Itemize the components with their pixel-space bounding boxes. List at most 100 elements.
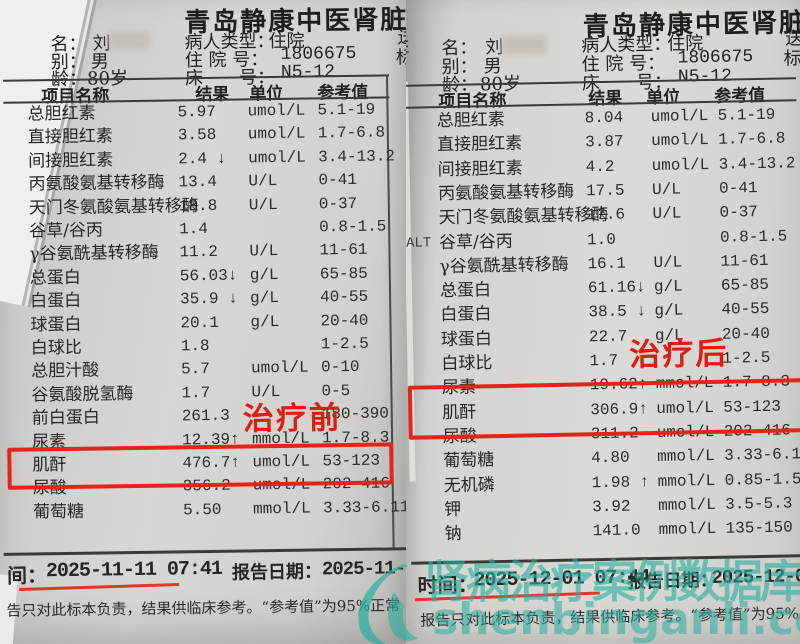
cell-result: 56.03↓ [179,266,238,286]
cell-name: 钠 [444,523,462,545]
sample-time-value: 2025-12-01 07:44 [473,566,650,593]
cell-unit: U/L [248,172,278,191]
cell-unit: umol/L [247,101,306,121]
cell-ref: 0.8-1.5 [719,226,788,247]
cell-unit: mmol/L [657,471,716,491]
cell-result: 35.9 ↓ [180,289,238,309]
cell-name: 总蛋白 [439,280,492,302]
cell-unit: g/L [250,289,280,308]
cell-name: 白蛋白 [30,290,82,312]
cell-ref: 20-40 [721,324,771,344]
cell-name: 天门冬氨酸氨基转移酶 [28,195,199,219]
cell-ref: 3.4-13.2 [718,153,796,174]
cell-ref: 40-55 [319,287,369,307]
cell-result: 1.4 [179,219,209,239]
lab-report-before-photo: 青岛静康中医肾脏 名： 刘 病人类型： 住院 别： 男 住 院 号： 18066… [0,0,411,644]
cell-ref: 0.85-1.51 [724,469,800,490]
cell-unit: g/L [653,277,683,297]
cell-unit: g/L [654,301,684,321]
cell-ref: 11-61 [319,241,368,260]
cell-result: 1.0 [586,230,617,249]
cell-name: 总胆红素 [436,109,505,132]
cell-unit: mmol/L [657,495,716,515]
cell-name: 谷草/谷丙 [29,220,104,242]
cell-ref: 3.33-6.11 [724,445,800,465]
cell-result: 5.97 [177,102,217,122]
cell-name: 球蛋白 [440,328,493,350]
cell-result: 13.4 [178,173,218,192]
sample-time-label: 间： [6,563,48,588]
table-row: 钠 141.0 mmol/L 135-150 [410,516,800,546]
cell-ref: 1-2.5 [320,334,369,354]
sample-time-value: 2025-11-11 07:41 [45,557,223,584]
cell-name: 总胆红素 [27,103,96,125]
cell-unit: mmol/L [657,447,715,467]
cell-result: 22.7 [588,327,628,346]
cell-name: 间接胆红素 [437,158,523,180]
cell-unit: umol/L [250,358,309,378]
cell-result: 11.2 [179,243,219,262]
cell-result: 1.7 [181,383,211,403]
cell-unit: g/L [249,265,279,285]
cell-ref: 0-10 [320,358,360,377]
cell-result: 3.87 [584,132,624,152]
cell-name: 天门冬氨酸氨基转移酶 [438,205,609,229]
cell-result: 17.5 [585,181,625,201]
cell-result: 4.2 [585,157,615,176]
cell-result: 261.3 [181,406,230,426]
cell-result: 1.8 [180,336,210,356]
cell-name: 谷氨酸脱氢酶 [31,383,134,406]
cell-ref: 0-37 [719,203,759,222]
cell-name: 总胆汁酸 [30,360,100,382]
cell-ref: 1.7-6.8 [317,123,386,143]
cell-name: 总蛋白 [29,267,81,289]
cell-name: 球蛋白 [30,314,82,336]
cell-result: 5.7 [180,360,211,379]
cell-name: γ谷氨酰基转移酶 [439,254,569,277]
cell-ref: 5.1-19 [717,105,776,125]
cell-result: 5.50 [182,500,222,520]
cell-result: 61.16↓ [587,278,646,298]
cell-ref: 3.33-6.11 [322,497,410,518]
cell-result: 38.5 ↓ [588,302,647,322]
cell-unit: mmol/L [658,519,717,540]
cell-name: 间接胆红素 [28,150,114,172]
cell-name: 葡萄糖 [443,450,495,472]
cell-name: 前白蛋白 [31,407,100,429]
cell-result: 1.98 ↑ [591,472,650,492]
cell-unit: umol/L [650,131,709,151]
creatinine-highlight-box [7,442,394,490]
cell-unit: U/L [653,253,683,272]
creatinine-highlight-box [407,378,800,440]
cell-name: 葡萄糖 [32,501,85,523]
cell-ref: 135-150 [725,518,793,538]
lab-report-after-photo: 青岛静康中医肾脏 姓 名： 刘 病人类型： 住院 别： 男 住 院 号： 180… [406,0,800,644]
after-treatment-annotation: 治疗后 [628,335,729,374]
cell-result: 8.04 [584,108,624,128]
cell-name: γ谷氨酰基转移酶 [29,243,159,265]
report-date-value: 2025-11-11 [321,556,411,581]
cell-name: 无机磷 [443,474,495,496]
cell-name: 丙氨酸氨基转移酶 [28,172,165,195]
cell-unit: g/L [250,312,280,331]
cell-ref: 0-37 [318,194,358,214]
cell-name: 白球比 [30,337,82,359]
cell-unit: U/L [651,180,682,199]
report-date-label: 报告日期： [231,561,323,584]
cell-ref: 0-41 [718,178,758,198]
cell-name: 钾 [444,499,462,520]
cell-result: 17.6 [586,205,626,225]
cell-name: 谷草/谷丙 [438,231,513,253]
cell-ref: 20-40 [320,311,369,330]
sample-time-label: 时间： [417,572,478,598]
cell-result: 16.1 [587,254,627,274]
table-row: 葡萄糖 5.50 mmol/L 3.33-6.11 [3,496,411,524]
row-code-prefix: ALT [406,234,432,252]
cell-ref: 3.5-5.3 [724,494,793,514]
cell-unit: umol/L [650,106,709,127]
cell-name: 直接胆红素 [27,126,113,148]
cell-unit: U/L [652,204,682,224]
cell-result: 1.7 [589,351,619,371]
cell-unit: U/L [248,195,278,214]
cell-result: 18.8 [178,196,218,215]
